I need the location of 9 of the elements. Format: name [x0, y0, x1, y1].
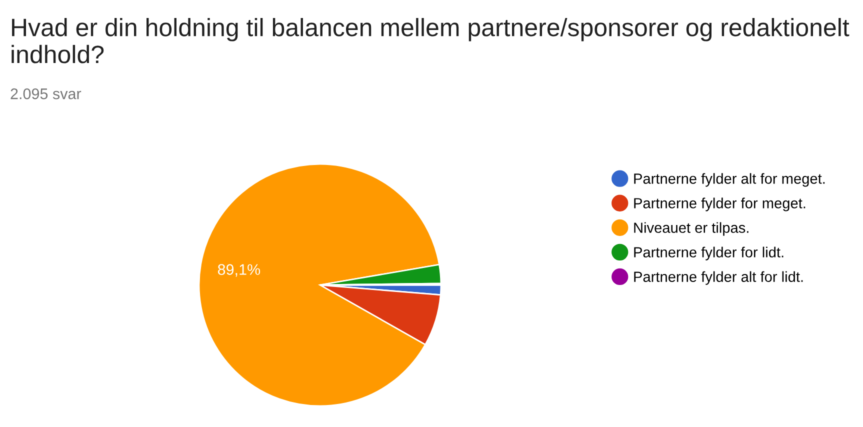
legend-label: Partnerne fylder alt for lidt. [634, 271, 803, 285]
legend-label: Partnerne fylder alt for meget. [634, 173, 825, 187]
pie-slice [198, 163, 440, 407]
data-label: 89,1% [218, 264, 260, 277]
legend-label: Niveauet er tilpas. [634, 222, 748, 236]
legend-label: Partnerne fylder for meget. [634, 198, 806, 212]
chart-title: Hvad er din holdning til balancen mellem partnere/sponsorer og redaktionelt indhold? [12, 18, 850, 64]
legend-label: Partnerne fylder for lidt. [634, 246, 784, 260]
text: 2.095 svar [10, 88, 82, 100]
